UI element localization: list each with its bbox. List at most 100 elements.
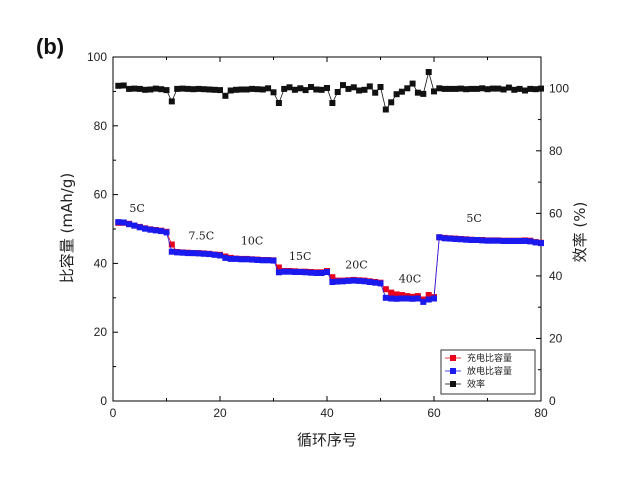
data-point bbox=[243, 86, 250, 93]
data-point bbox=[233, 255, 240, 262]
y-left-tick-label: 100 bbox=[87, 50, 107, 64]
data-point bbox=[206, 86, 213, 93]
legend-marker bbox=[450, 368, 456, 374]
data-point bbox=[158, 228, 165, 235]
legend-label: 放电比容量 bbox=[467, 365, 512, 377]
data-point bbox=[479, 237, 486, 244]
series-line bbox=[118, 222, 542, 300]
data-point bbox=[152, 85, 159, 92]
legend-marker bbox=[450, 355, 456, 361]
data-point bbox=[495, 237, 502, 244]
data-point bbox=[457, 85, 464, 92]
data-point bbox=[302, 269, 309, 276]
data-point bbox=[297, 85, 304, 92]
data-point bbox=[227, 87, 234, 94]
data-point bbox=[372, 89, 379, 96]
data-point bbox=[409, 295, 416, 302]
y-right-tick-label: 0 bbox=[549, 394, 556, 408]
y-left-tick-label: 40 bbox=[94, 256, 108, 270]
data-point bbox=[168, 241, 175, 248]
data-point bbox=[238, 256, 245, 263]
data-point bbox=[366, 279, 373, 285]
data-point bbox=[425, 69, 432, 75]
data-point bbox=[356, 87, 363, 94]
data-point bbox=[249, 256, 256, 263]
data-point bbox=[120, 82, 127, 89]
rate-label: 5C bbox=[466, 212, 481, 225]
data-point bbox=[366, 83, 373, 90]
legend-label: 充电比容量 bbox=[467, 352, 512, 364]
data-point bbox=[431, 295, 437, 302]
data-point bbox=[174, 249, 181, 256]
rate-label: 5C bbox=[129, 202, 144, 215]
data-point bbox=[195, 250, 202, 257]
data-point bbox=[345, 277, 352, 284]
data-point bbox=[511, 86, 518, 93]
data-point bbox=[484, 237, 491, 244]
data-point bbox=[126, 85, 133, 92]
data-point bbox=[489, 85, 496, 92]
data-point bbox=[441, 85, 448, 92]
data-point bbox=[238, 86, 245, 93]
data-point bbox=[136, 224, 143, 231]
rate-label: 20C bbox=[345, 259, 367, 272]
data-point bbox=[500, 238, 507, 244]
data-point bbox=[431, 88, 437, 95]
data-point bbox=[404, 85, 411, 92]
data-point bbox=[265, 85, 272, 92]
series-1 bbox=[115, 219, 544, 303]
x-axis-title: 循环序号 bbox=[297, 431, 357, 449]
data-point bbox=[420, 90, 427, 97]
data-point bbox=[425, 292, 432, 298]
data-point bbox=[414, 295, 421, 302]
data-point bbox=[265, 257, 272, 264]
data-point bbox=[329, 279, 336, 285]
data-point bbox=[522, 87, 528, 94]
data-point bbox=[270, 89, 277, 96]
data-point bbox=[334, 89, 341, 95]
y-axis-left: 0 20 40 60 80 100 bbox=[87, 50, 118, 408]
data-point bbox=[511, 238, 518, 244]
data-point bbox=[211, 86, 218, 93]
series-line bbox=[118, 221, 542, 303]
plot-frame bbox=[112, 56, 542, 402]
x-tick-label: 60 bbox=[427, 406, 441, 420]
data-point bbox=[538, 85, 544, 92]
y-right-tick-label: 40 bbox=[549, 269, 563, 283]
data-point bbox=[308, 84, 314, 90]
data-point bbox=[190, 250, 197, 257]
data-point bbox=[436, 234, 443, 241]
y-right-tick-label: 60 bbox=[549, 206, 563, 220]
data-point bbox=[527, 85, 534, 92]
data-point bbox=[495, 85, 502, 92]
data-point bbox=[243, 256, 250, 263]
data-point bbox=[233, 86, 240, 93]
data-point bbox=[334, 278, 341, 285]
data-point bbox=[217, 252, 223, 259]
data-point bbox=[393, 295, 400, 302]
data-point bbox=[291, 269, 298, 275]
series-3 bbox=[115, 69, 544, 113]
data-point bbox=[350, 277, 357, 284]
data-point bbox=[473, 237, 480, 243]
x-tick-label: 80 bbox=[534, 406, 548, 420]
data-point bbox=[168, 98, 175, 105]
data-point bbox=[308, 269, 314, 276]
data-point bbox=[377, 280, 384, 287]
data-point bbox=[340, 82, 346, 89]
data-point bbox=[158, 86, 165, 93]
data-point bbox=[340, 278, 346, 285]
data-point bbox=[168, 248, 175, 255]
data-point bbox=[142, 86, 149, 93]
data-point bbox=[468, 85, 475, 92]
data-point bbox=[313, 86, 320, 93]
data-point bbox=[254, 257, 261, 263]
plot-border bbox=[112, 56, 542, 402]
data-point bbox=[329, 274, 336, 281]
data-point bbox=[377, 84, 384, 90]
data-point bbox=[516, 238, 523, 244]
x-axis: 0 20 40 60 80 bbox=[110, 57, 548, 420]
data-point bbox=[527, 238, 534, 245]
data-point bbox=[281, 85, 288, 92]
series-layer bbox=[115, 69, 544, 305]
